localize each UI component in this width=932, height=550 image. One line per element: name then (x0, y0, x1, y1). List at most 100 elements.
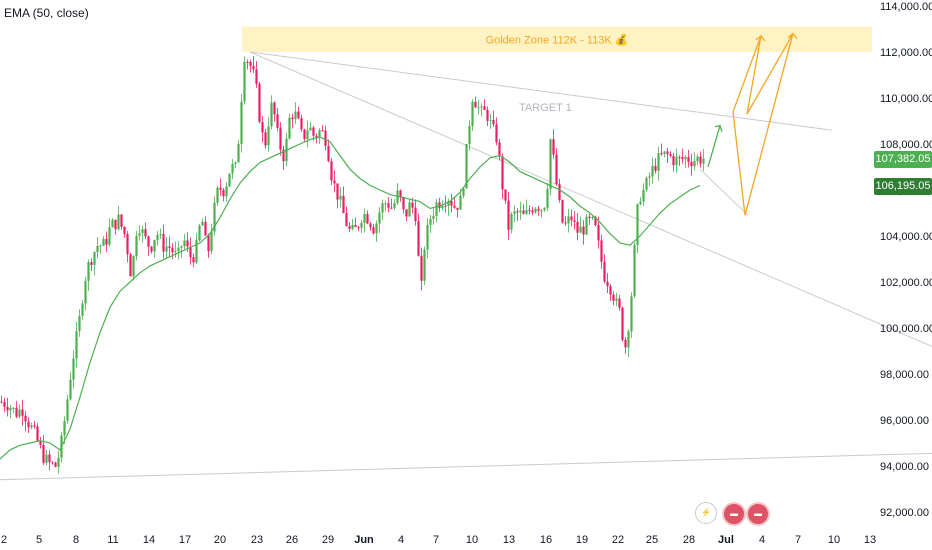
candle-body (534, 208, 537, 213)
candle-body (552, 139, 555, 155)
candle-body (567, 216, 570, 224)
candle-body (372, 227, 375, 234)
candle-body (480, 106, 483, 108)
candle-body (591, 216, 594, 218)
candle-body (267, 126, 270, 146)
candle-body (237, 143, 240, 163)
candle-body (684, 157, 687, 160)
candle-body (309, 127, 312, 131)
candle-body (603, 261, 606, 282)
candle-body (75, 331, 78, 359)
candle-body (270, 102, 273, 127)
candle-body (420, 255, 423, 281)
y-tick-label: 100,000.00 (880, 323, 932, 335)
x-tick-label: 5 (36, 534, 42, 546)
x-tick-label: 16 (540, 534, 552, 546)
candle-body (114, 219, 117, 230)
candle-body (492, 119, 495, 125)
candle-body (645, 177, 648, 190)
y-tick-label: 94,000.00 (880, 461, 929, 473)
candle-body (633, 244, 636, 297)
candle-body (306, 130, 309, 139)
trendline (249, 51, 932, 347)
x-tick-label: 11 (107, 534, 118, 546)
candle-body (129, 254, 132, 277)
flag-icon[interactable]: ▬ (746, 502, 770, 526)
candle-body (246, 61, 249, 63)
candle-body (33, 425, 36, 427)
candle-body (210, 231, 213, 252)
candle-body (702, 158, 705, 164)
candle-body (621, 307, 624, 340)
candle-body (282, 149, 285, 162)
candle-body (108, 227, 111, 245)
candle-body (228, 173, 231, 187)
candle-body (588, 216, 591, 218)
candle-body (303, 129, 306, 139)
candle-body (24, 415, 27, 422)
candle-body (579, 226, 582, 233)
candle-body (609, 286, 612, 295)
candle-body (546, 189, 549, 208)
y-tick-label: 104,000.00 (880, 231, 932, 243)
candle-body (147, 236, 150, 247)
candle-body (543, 207, 546, 211)
candle-body (699, 156, 702, 164)
candle-body (501, 156, 504, 190)
candle-body (312, 127, 315, 136)
candle-body (324, 130, 327, 146)
orange-arrowhead (755, 34, 766, 42)
candle-body (354, 224, 357, 227)
x-axis: 2 5 8 11 14 17 20 23 26 29 Jun 4 7 10 13 16 19 22 25 28 Jul 4… (1, 534, 876, 546)
candle-body (39, 440, 42, 445)
candle-body (57, 457, 60, 467)
candle-body (498, 142, 501, 157)
candle-body (48, 454, 51, 463)
candle-body (150, 246, 153, 252)
candle-body (390, 207, 393, 209)
candle-body (15, 407, 18, 417)
candle-body (513, 211, 516, 214)
candle-body (531, 210, 534, 213)
candle-body (51, 462, 54, 464)
x-tick-label: 26 (286, 534, 298, 546)
y-tick-label: 114,000.00 (880, 1, 932, 13)
x-tick-label: 7 (795, 534, 801, 546)
lightning-icon[interactable]: ⚡ (695, 502, 717, 524)
y-tick-label: 112,000.00 (880, 47, 932, 59)
golden-zone-label: Golden Zone 112K - 113K 💰 (486, 33, 629, 46)
candle-body (276, 114, 279, 128)
trendline (0, 452, 932, 481)
candle-body (111, 219, 114, 228)
candle-body (90, 262, 93, 265)
candle-body (450, 200, 453, 206)
candle-body (516, 211, 519, 213)
candle-body (273, 102, 276, 115)
candle-body (447, 200, 450, 207)
candle-body (300, 118, 303, 130)
y-tick-label: 102,000.00 (880, 277, 932, 289)
candle-body (171, 247, 174, 253)
candle-body (342, 195, 345, 214)
y-tick-label: 98,000.00 (880, 369, 929, 381)
candle-body (456, 207, 459, 210)
candle-body (45, 454, 48, 463)
candle-body (636, 204, 639, 245)
x-tick-label: 13 (503, 534, 515, 546)
candle-body (540, 210, 543, 212)
candle-body (630, 296, 633, 332)
candle-body (54, 462, 57, 467)
x-tick-label: 14 (143, 534, 155, 546)
flag-icon[interactable]: ▬ (722, 502, 746, 526)
candle-body (624, 339, 627, 348)
ema-indicator-label[interactable]: EMA (50, close) (4, 6, 89, 20)
candle-body (363, 214, 366, 223)
candle-body (252, 65, 255, 70)
candle-body (12, 407, 15, 409)
candle-body (288, 117, 291, 139)
candle-body (666, 151, 669, 155)
candle-body (84, 280, 87, 304)
candle-body (189, 246, 192, 258)
candle-body (279, 127, 282, 150)
